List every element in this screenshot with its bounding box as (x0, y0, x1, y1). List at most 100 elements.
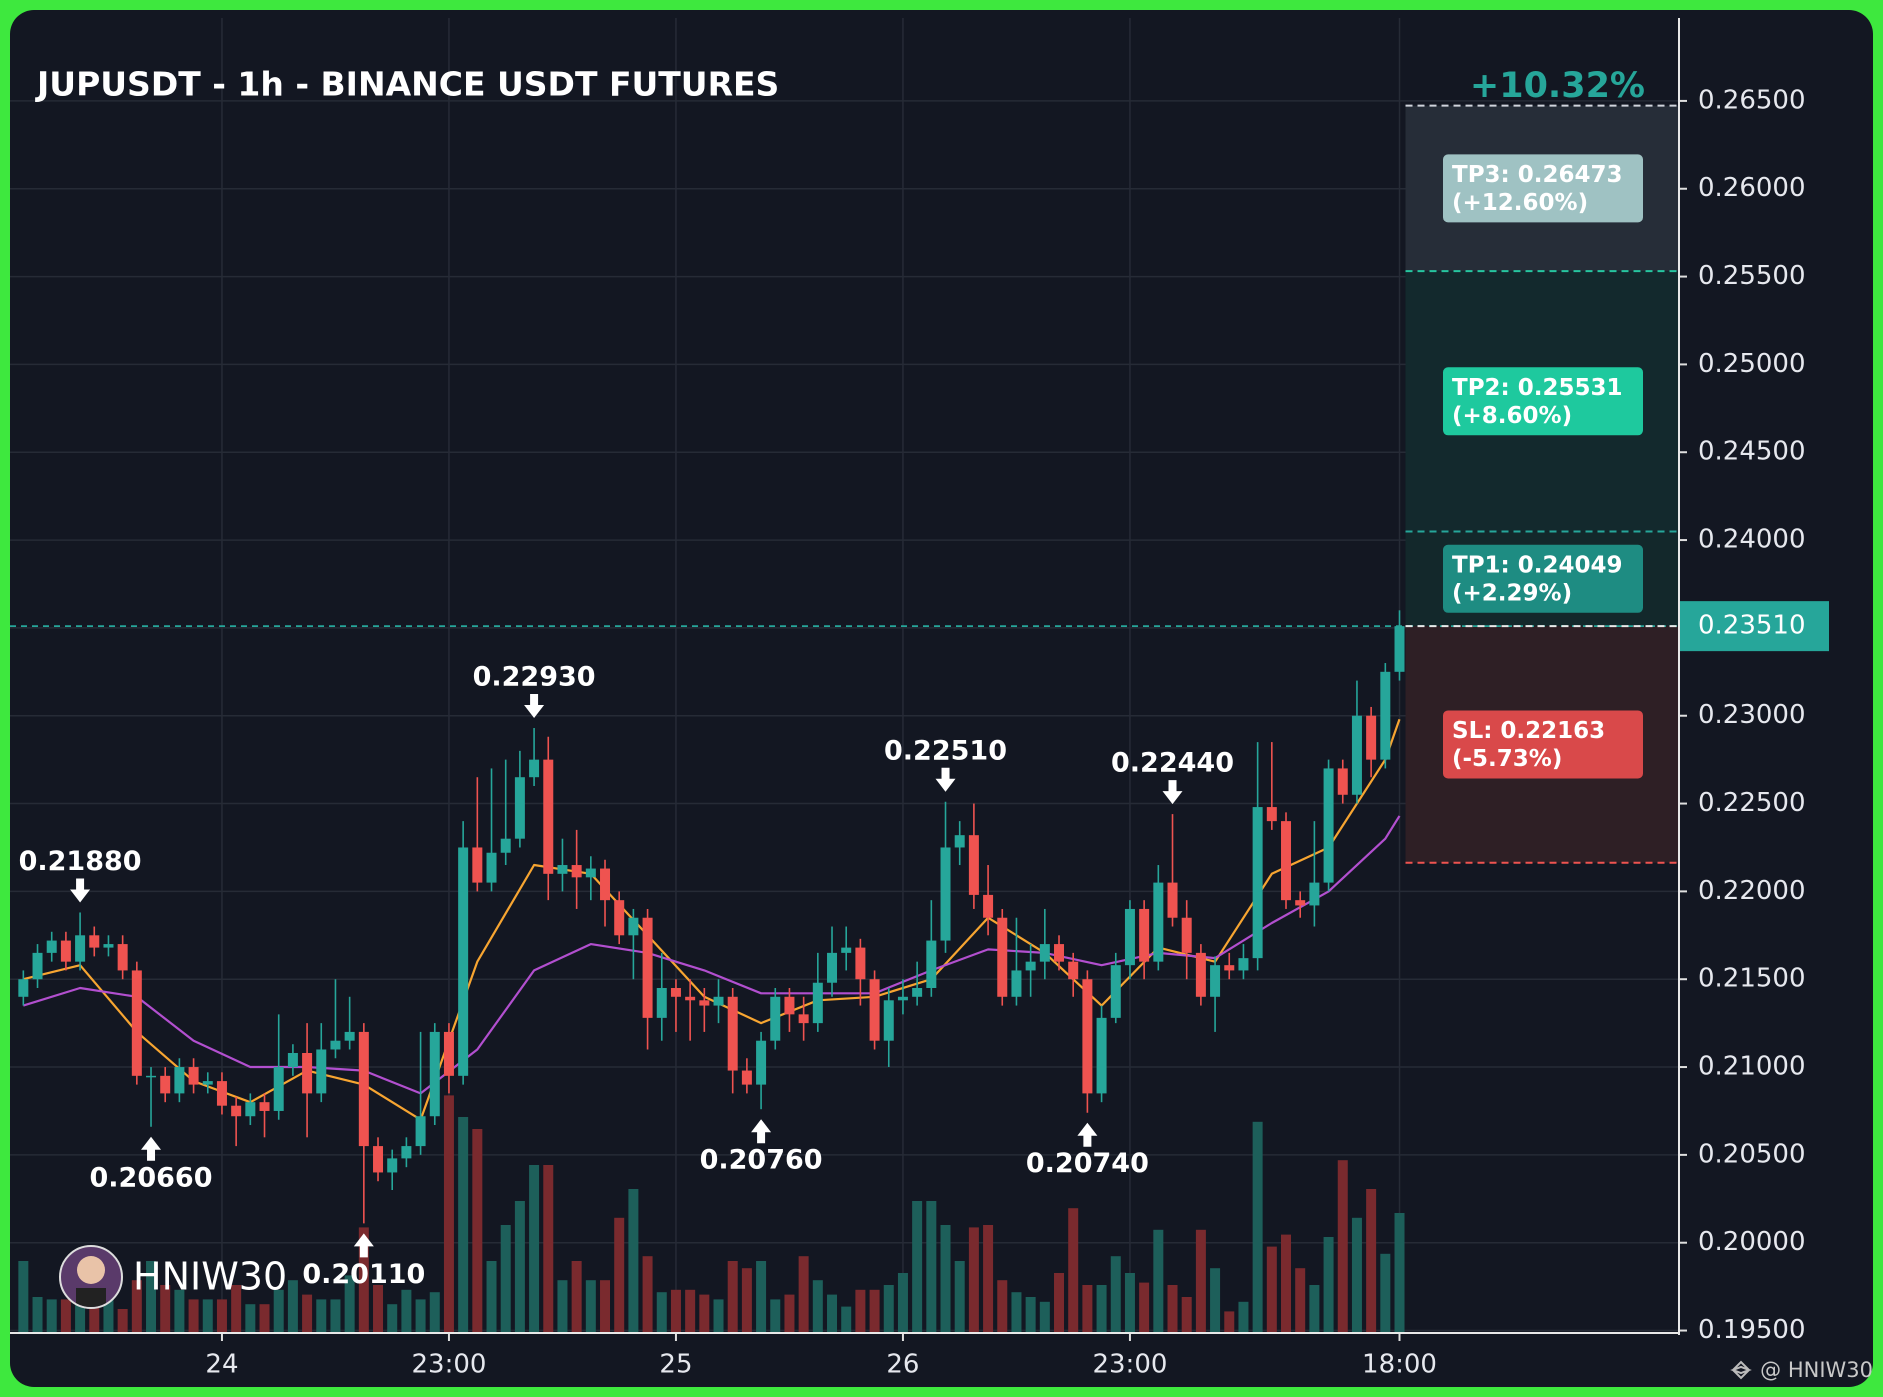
candle-body (827, 952, 838, 983)
y-tick-label: 0.26500 (1698, 85, 1806, 115)
volume-bar (1025, 1297, 1036, 1333)
candle-body (812, 982, 823, 1024)
candle-body (146, 1075, 157, 1078)
volume-bar (926, 1201, 937, 1333)
volume-bar (912, 1201, 923, 1333)
pivot-label: 0.22930 (473, 662, 596, 693)
volume-bar (188, 1299, 199, 1333)
candle-body (1224, 965, 1235, 971)
candle-body (1266, 807, 1277, 822)
volume-bar (1068, 1208, 1079, 1333)
volume-bar (1238, 1301, 1249, 1333)
pivot-arrow (353, 1233, 374, 1258)
y-tick-label: 0.25000 (1698, 349, 1806, 379)
volume-bar (784, 1294, 795, 1333)
candle-body (1110, 965, 1121, 1018)
volume-bar (160, 1285, 171, 1333)
candle-body (89, 935, 100, 948)
volume-bar (983, 1225, 994, 1333)
candle-body (869, 979, 880, 1041)
candle-body (1351, 715, 1362, 795)
volume-bar (18, 1261, 29, 1333)
volume-bar (89, 1299, 100, 1333)
candle-body (358, 1031, 369, 1147)
candle-body (727, 996, 738, 1071)
binance-icon (1730, 1360, 1752, 1380)
pivot-label: 0.20110 (302, 1259, 425, 1290)
volume-bar (216, 1299, 227, 1333)
pivot-label: 0.20760 (700, 1145, 823, 1176)
level-change: (-5.73%) (1452, 746, 1562, 772)
volume-bar (1309, 1285, 1320, 1333)
y-tick-label: 0.25500 (1698, 261, 1806, 291)
volume-bar (60, 1299, 71, 1333)
volume-bar (600, 1280, 611, 1333)
x-tick-label: 25 (659, 1350, 692, 1380)
y-tick-label: 0.20000 (1698, 1227, 1806, 1257)
pivot-arrow (1162, 780, 1183, 805)
candle-body (798, 1014, 809, 1024)
candle-body (316, 1049, 327, 1094)
candle-body (571, 865, 582, 878)
y-tick-label: 0.24500 (1698, 437, 1806, 467)
volume-bar (500, 1225, 511, 1333)
volume-bar (287, 1280, 298, 1333)
volume-bar (415, 1299, 426, 1333)
volume-bar (1337, 1160, 1348, 1333)
y-tick-label: 0.22500 (1698, 788, 1806, 818)
candle-body (855, 947, 866, 980)
candle-body (160, 1075, 171, 1094)
candle-body (500, 838, 511, 853)
y-tick-label: 0.22000 (1698, 876, 1806, 906)
candle-body (1096, 1017, 1107, 1094)
volume-bar (443, 1095, 454, 1333)
volume-bar (1380, 1253, 1391, 1333)
volume-bar (812, 1280, 823, 1333)
volume-bar (1351, 1217, 1362, 1333)
candle-body (628, 917, 639, 936)
candle-body (103, 944, 114, 948)
candle-body (841, 947, 852, 953)
volume-bar (387, 1304, 398, 1333)
y-tick-label: 0.26000 (1698, 173, 1806, 203)
candle-body (302, 1052, 313, 1094)
candle-body (642, 917, 653, 1018)
candle-body (713, 996, 724, 1006)
y-tick-label: 0.20500 (1698, 1139, 1806, 1169)
volume-bar (401, 1289, 412, 1333)
x-tick-label: 18:00 (1362, 1350, 1437, 1380)
candle-body (1380, 671, 1391, 760)
volume-bar (32, 1297, 43, 1333)
gain-label: +10.32% (1470, 66, 1645, 106)
credit: @ HNIW30 (1760, 1358, 1873, 1382)
volume-bar (202, 1299, 213, 1333)
volume-bar (259, 1304, 270, 1333)
level-label: TP2: 0.25531 (1452, 375, 1623, 401)
chart-title: JUPUSDT - 1h - BINANCE USDT FUTURES (35, 65, 779, 104)
candle-body (926, 940, 937, 989)
candle-body (997, 917, 1008, 997)
pivot-arrow (141, 1136, 162, 1161)
y-tick-label: 0.24000 (1698, 525, 1806, 555)
candle-body (770, 996, 781, 1041)
volume-bar (628, 1189, 639, 1333)
y-tick-label: 0.21500 (1698, 964, 1806, 994)
candle-body (1025, 961, 1036, 971)
x-tick-label: 23:00 (1092, 1350, 1167, 1380)
volume-bar (997, 1280, 1008, 1333)
volume-bar (741, 1268, 752, 1333)
candle-body (1309, 882, 1320, 906)
volume-bar (231, 1285, 242, 1333)
candle-body (1082, 979, 1093, 1094)
volume-bar (798, 1256, 809, 1333)
pivot-label: 0.21880 (19, 846, 142, 877)
candle-body (983, 894, 994, 918)
candle-body (32, 952, 43, 980)
candle-body (685, 996, 696, 1001)
volume-bar (472, 1129, 483, 1333)
volume-bar (1039, 1301, 1050, 1333)
level-box (1443, 154, 1643, 223)
volume-bar (1181, 1297, 1192, 1333)
volume-bar (1096, 1285, 1107, 1333)
